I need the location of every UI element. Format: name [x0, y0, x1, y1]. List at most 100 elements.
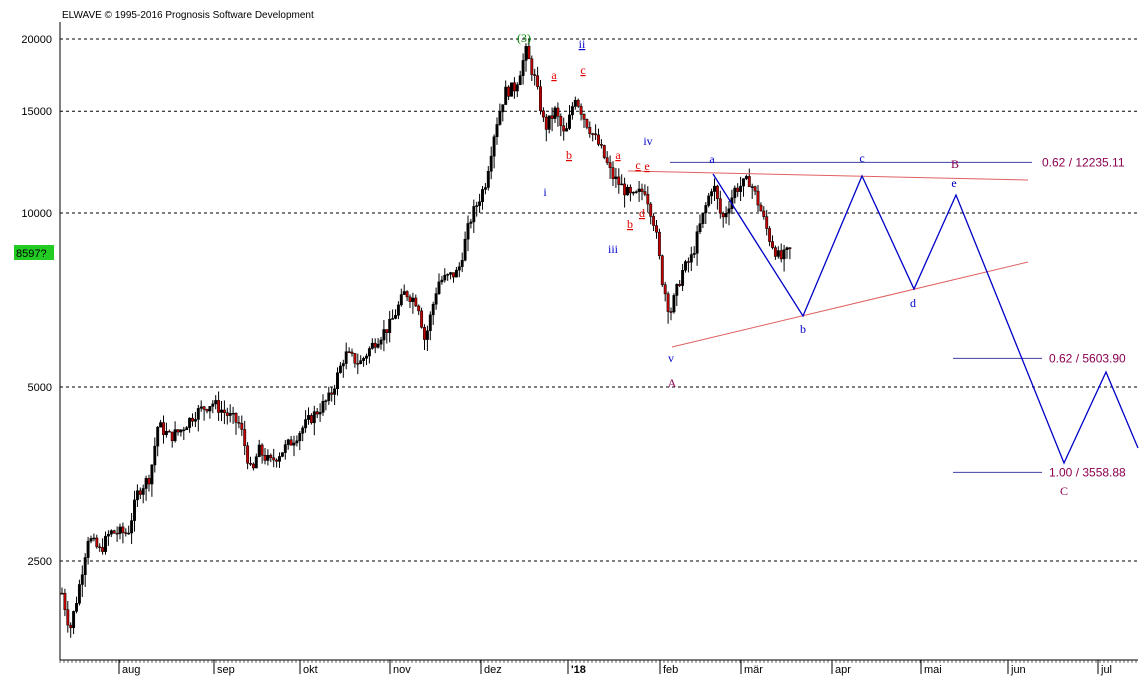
wave-label: e	[644, 159, 649, 173]
candle-body	[501, 104, 505, 113]
candle-body	[582, 114, 586, 120]
candle-body	[333, 388, 337, 395]
candle-body	[533, 74, 537, 76]
candle-body	[367, 348, 371, 357]
candle-body	[417, 305, 421, 312]
candle-body	[101, 547, 105, 552]
candle-body	[176, 429, 180, 433]
candle-body	[240, 423, 244, 430]
candle-body	[205, 409, 209, 412]
candle-body	[672, 295, 676, 313]
fib-level-label: 0.62 / 5603.90	[1049, 351, 1126, 365]
candle-body	[295, 440, 299, 444]
wave-label: ii	[579, 37, 586, 51]
wave-label: a	[615, 148, 621, 162]
candle-body	[196, 408, 200, 420]
x-tick-label: mär	[744, 664, 763, 676]
candle-body	[153, 445, 157, 466]
candle-body	[167, 430, 171, 433]
candle-body	[785, 247, 789, 250]
candle-body	[701, 212, 705, 224]
candle-body	[222, 409, 226, 413]
candle-body	[301, 427, 305, 434]
wave-label: i	[543, 185, 547, 199]
candle-body	[324, 400, 328, 402]
candle-body	[776, 250, 780, 257]
x-tick-label: jul	[1100, 664, 1112, 676]
candle-body	[304, 419, 308, 429]
candle-body	[768, 228, 772, 242]
candle-body	[483, 187, 487, 190]
candle-body	[565, 128, 569, 132]
candle-body	[443, 274, 447, 281]
candle-body	[724, 213, 728, 218]
candle-body	[492, 136, 496, 157]
candle-body	[756, 190, 760, 206]
candle-body	[762, 210, 766, 217]
wave-label: d	[910, 296, 916, 310]
candle-body	[228, 413, 232, 416]
candle-body	[547, 115, 551, 130]
candle-body	[707, 195, 711, 206]
candle-body	[779, 250, 783, 260]
wave-label: e	[951, 176, 956, 190]
candle-body	[298, 432, 302, 441]
candle-body	[449, 272, 453, 275]
wave-label: a	[551, 68, 557, 82]
candle-body	[164, 430, 168, 435]
wave-label: iv	[643, 134, 652, 148]
candle-body	[214, 400, 218, 405]
candle-body	[156, 426, 160, 447]
candle-body	[518, 75, 522, 85]
candle-body	[83, 557, 87, 575]
y-tick-label: 10000	[21, 208, 52, 220]
candlestick-series	[60, 39, 792, 638]
candle-body	[185, 427, 189, 431]
candle-body	[234, 412, 238, 423]
candle-body	[460, 260, 464, 267]
candle-body	[655, 225, 658, 233]
candle-body	[469, 221, 473, 224]
candle-body	[237, 422, 241, 424]
candle-body	[118, 526, 122, 534]
candle-body	[159, 422, 163, 428]
candle-body	[437, 281, 441, 294]
candle-body	[188, 417, 192, 428]
candle-body	[365, 355, 368, 359]
candle-body	[376, 343, 380, 348]
candle-body	[617, 176, 621, 185]
candle-body	[544, 116, 548, 130]
candle-body	[263, 455, 267, 461]
candle-body	[457, 266, 461, 271]
candle-body	[278, 456, 281, 462]
candle-body	[193, 419, 197, 422]
candle-body	[698, 223, 702, 232]
candle-body	[446, 274, 450, 276]
candle-body	[570, 106, 574, 116]
candle-body	[106, 533, 110, 537]
candle-body	[307, 415, 310, 420]
candle-body	[225, 412, 229, 416]
candle-body	[60, 592, 64, 595]
candle-body	[69, 624, 73, 629]
candle-body	[637, 188, 641, 192]
candle-body	[388, 318, 392, 333]
candle-body	[144, 478, 148, 489]
candle-body	[620, 183, 624, 186]
candle-body	[135, 490, 139, 501]
candle-body	[275, 459, 279, 462]
candle-body	[562, 125, 566, 132]
candle-body	[747, 176, 751, 187]
wave-label: b	[627, 217, 633, 231]
wave-label: B	[951, 157, 959, 171]
candle-body	[124, 532, 128, 534]
candle-body	[338, 365, 342, 373]
candle-body	[536, 75, 540, 87]
candle-body	[594, 133, 598, 136]
candle-body	[109, 530, 113, 535]
candle-body	[559, 116, 563, 127]
candle-body	[478, 201, 482, 206]
candle-body	[138, 490, 142, 495]
